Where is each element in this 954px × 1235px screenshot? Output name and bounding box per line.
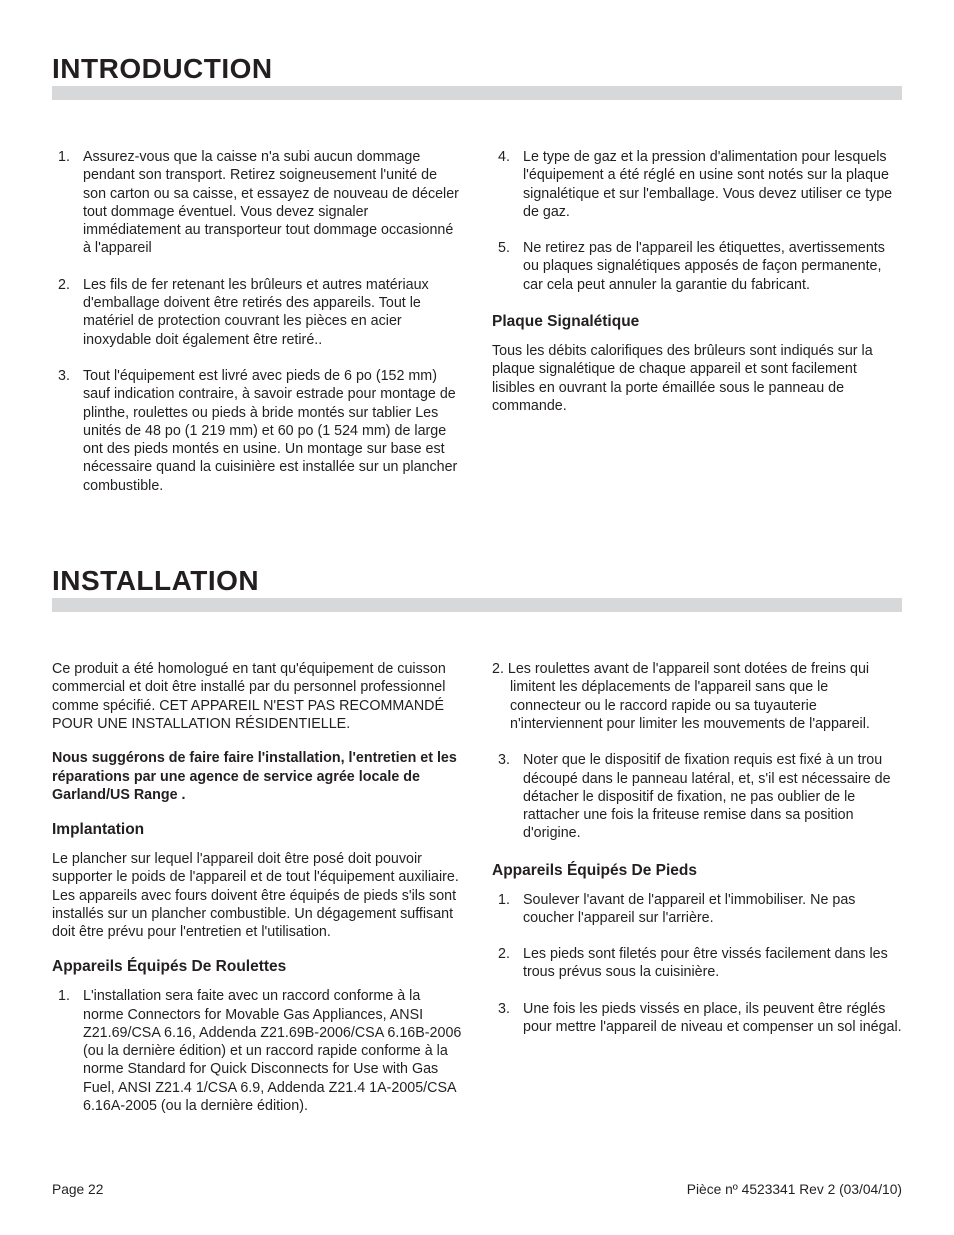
list-item: Les fils de fer retenant les brûleurs et…	[52, 276, 462, 349]
list-item: L'installation sera faite avec un raccor…	[52, 987, 462, 1115]
body-text: Ce produit a été homologué en tant qu'éq…	[52, 660, 462, 733]
intro-columns: Assurez-vous que la caisse n'a subi aucu…	[52, 148, 902, 513]
footer-page-number: Page 22	[52, 1181, 103, 1199]
install-left-col: Ce produit a été homologué en tant qu'éq…	[52, 660, 462, 1133]
sub-heading-implantation: Implantation	[52, 820, 462, 840]
footer-part-number: Pièce nº 4523341 Rev 2 (03/04/10)	[687, 1181, 902, 1199]
body-text: Tous les débits calorifiques des brûleur…	[492, 342, 902, 415]
list-item: Ne retirez pas de l'appareil les étiquet…	[492, 239, 902, 294]
page-footer: Page 22 Pièce nº 4523341 Rev 2 (03/04/10…	[52, 1181, 902, 1199]
section-heading-introduction: INTRODUCTION	[52, 55, 902, 100]
list-item: Tout l'équipement est livré avec pieds d…	[52, 367, 462, 495]
list-item: Noter que le dispositif de fixation requ…	[492, 751, 902, 842]
list-item-hanging: 2. Les roulettes avant de l'appareil son…	[492, 660, 902, 733]
section-heading-installation: INSTALLATION	[52, 567, 902, 612]
sub-heading-pieds: Appareils Équipés De Pieds	[492, 861, 902, 881]
pieds-list: Soulever l'avant de l'appareil et l'immo…	[492, 891, 902, 1037]
list-item: Une fois les pieds vissés en place, ils …	[492, 1000, 902, 1037]
intro-left-list: Assurez-vous que la caisse n'a subi aucu…	[52, 148, 462, 495]
body-text: Le plancher sur lequel l'appareil doit ê…	[52, 850, 462, 941]
list-item: Soulever l'avant de l'appareil et l'immo…	[492, 891, 902, 928]
sub-heading-plaque: Plaque Signalétique	[492, 312, 902, 332]
list-item: Les pieds sont filetés pour être vissés …	[492, 945, 902, 982]
sub-heading-roulettes: Appareils Équipés De Roulettes	[52, 957, 462, 977]
intro-right-list: Le type de gaz et la pression d'alimenta…	[492, 148, 902, 294]
list-item: Le type de gaz et la pression d'alimenta…	[492, 148, 902, 221]
list-item: Assurez-vous que la caisse n'a subi aucu…	[52, 148, 462, 258]
roulettes-list-cont: Noter que le dispositif de fixation requ…	[492, 751, 902, 842]
intro-right-col: Le type de gaz et la pression d'alimenta…	[492, 148, 902, 513]
roulettes-list: L'installation sera faite avec un raccor…	[52, 987, 462, 1115]
install-columns: Ce produit a été homologué en tant qu'éq…	[52, 660, 902, 1133]
intro-left-col: Assurez-vous que la caisse n'a subi aucu…	[52, 148, 462, 513]
body-text-bold: Nous suggérons de faire faire l'installa…	[52, 749, 462, 804]
install-right-col: 2. Les roulettes avant de l'appareil son…	[492, 660, 902, 1133]
